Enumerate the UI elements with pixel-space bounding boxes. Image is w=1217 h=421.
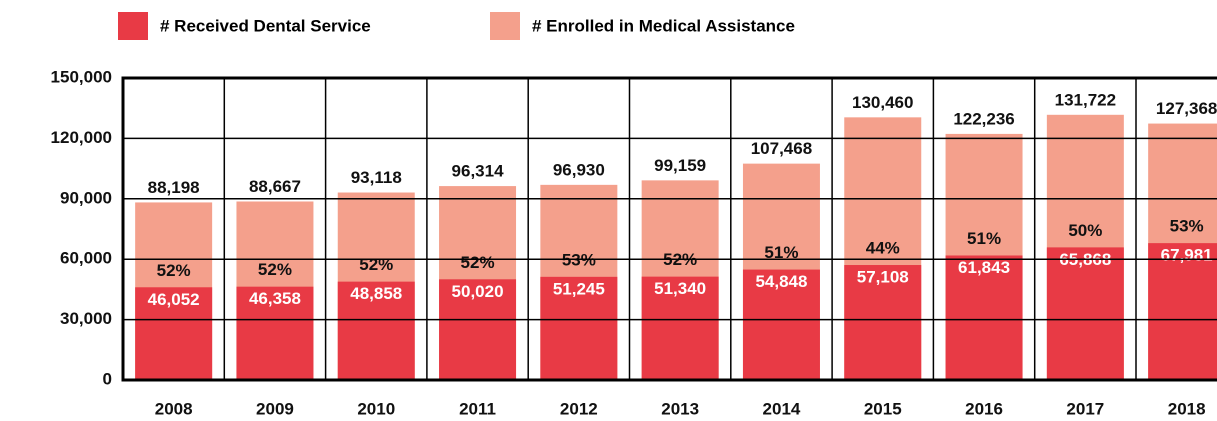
y-tick-label: 150,000: [51, 67, 112, 86]
y-tick-label: 0: [103, 369, 112, 388]
received-label: 46,052: [148, 290, 200, 309]
bar: [337, 281, 415, 380]
percent-label: 51%: [967, 229, 1001, 248]
total-label: 131,722: [1055, 90, 1116, 109]
bar: [742, 269, 820, 380]
legend-label: # Received Dental Service: [160, 16, 371, 35]
received-label: 50,020: [452, 282, 504, 301]
bar: [945, 255, 1023, 380]
percent-label: 52%: [258, 260, 292, 279]
bar: [1148, 243, 1217, 380]
y-tick-label: 60,000: [60, 249, 112, 268]
total-label: 88,667: [249, 177, 301, 196]
percent-label: 53%: [1170, 217, 1204, 236]
bar: [439, 279, 517, 380]
received-label: 67,981: [1161, 246, 1213, 265]
percent-label: 52%: [157, 261, 191, 280]
x-tick-label: 2013: [661, 399, 699, 418]
percent-label: 50%: [1068, 221, 1102, 240]
total-label: 127,368: [1156, 99, 1217, 118]
received-label: 57,108: [857, 268, 909, 287]
legend-swatch: [118, 12, 148, 40]
percent-label: 52%: [359, 255, 393, 274]
x-tick-label: 2015: [864, 399, 902, 418]
percent-label: 51%: [764, 243, 798, 262]
received-label: 51,340: [654, 279, 706, 298]
legend-label: # Enrolled in Medical Assistance: [532, 16, 795, 35]
received-label: 48,858: [350, 284, 402, 303]
received-label: 61,843: [958, 258, 1010, 277]
total-label: 130,460: [852, 93, 913, 112]
x-tick-label: 2008: [155, 399, 193, 418]
total-label: 93,118: [351, 168, 402, 187]
y-tick-label: 90,000: [60, 188, 112, 207]
bar: [641, 276, 719, 380]
total-label: 122,236: [953, 109, 1014, 128]
percent-label: 52%: [461, 253, 495, 272]
received-label: 54,848: [755, 272, 807, 291]
total-label: 88,198: [148, 178, 200, 197]
x-tick-label: 2011: [459, 399, 496, 418]
x-tick-label: 2016: [965, 399, 1003, 418]
total-label: 96,314: [452, 162, 505, 181]
x-tick-label: 2009: [256, 399, 294, 418]
legend-swatch: [490, 12, 520, 40]
percent-label: 44%: [866, 239, 900, 258]
x-tick-label: 2010: [357, 399, 395, 418]
bar: [236, 286, 314, 380]
y-tick-label: 30,000: [60, 309, 112, 328]
bar: [135, 287, 213, 380]
total-label: 107,468: [751, 139, 812, 158]
x-tick-label: 2014: [763, 399, 801, 418]
received-label: 46,358: [249, 289, 301, 308]
bar: [540, 276, 618, 380]
x-tick-label: 2012: [560, 399, 598, 418]
total-label: 99,159: [654, 156, 706, 175]
x-tick-label: 2017: [1066, 399, 1104, 418]
plot-border: [121, 76, 1217, 382]
x-tick-label: 2018: [1168, 399, 1206, 418]
received-label: 51,245: [553, 279, 605, 298]
total-label: 96,930: [553, 160, 605, 179]
bar: [844, 265, 922, 380]
y-tick-label: 120,000: [51, 128, 112, 147]
bar: [1046, 247, 1124, 380]
